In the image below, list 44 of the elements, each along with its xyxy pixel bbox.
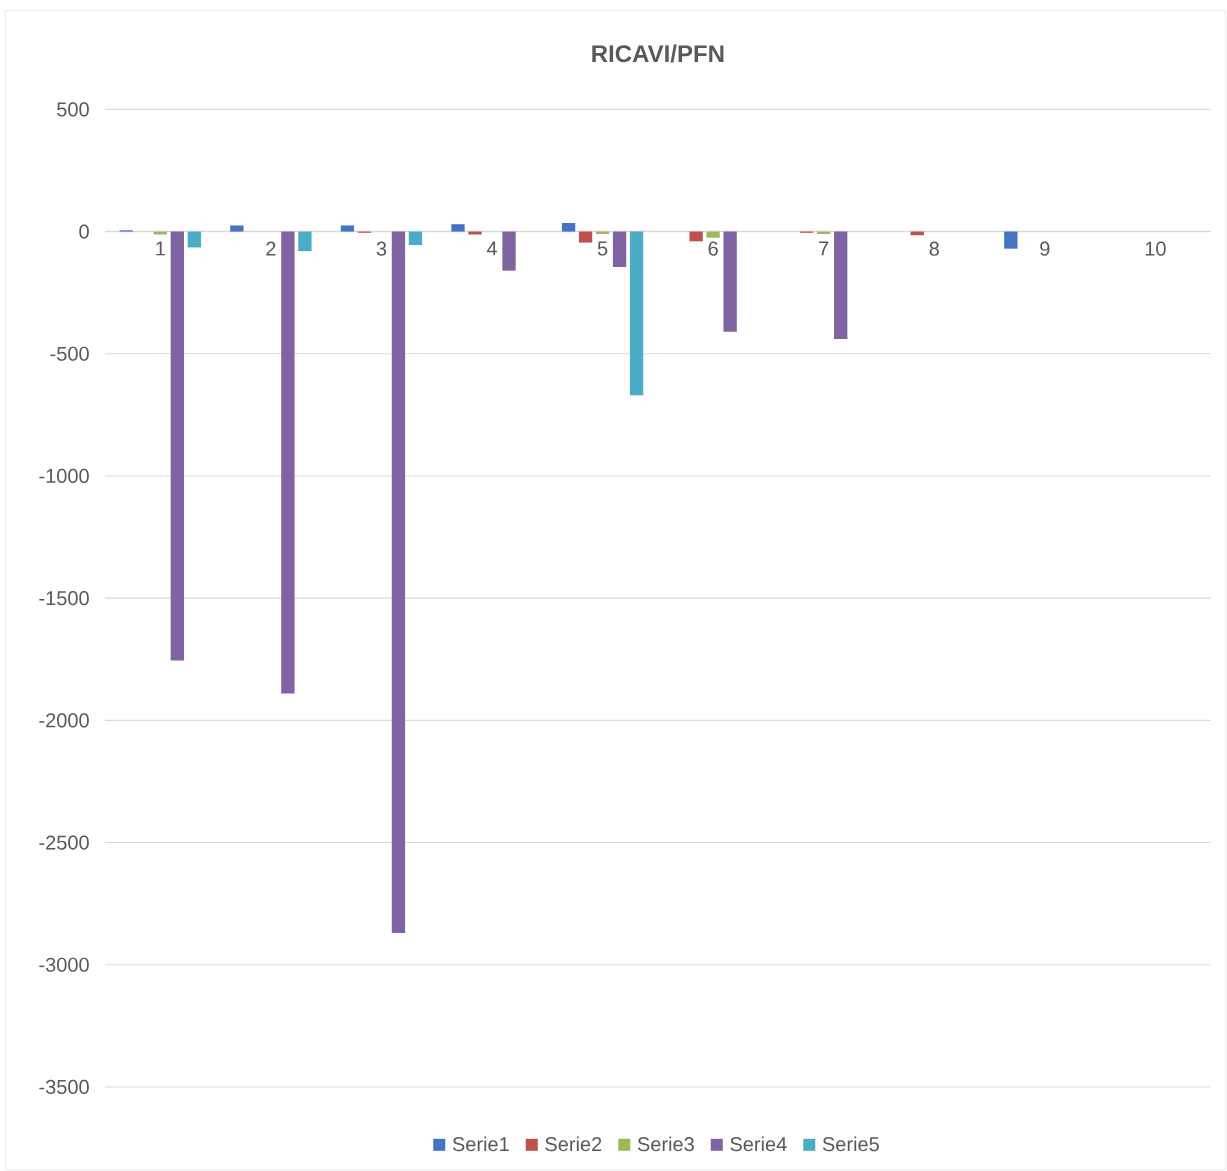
x-tick-label: 4: [486, 241, 497, 256]
bar: [451, 224, 465, 232]
x-tick-label: 10: [1145, 241, 1166, 256]
legend-label: Serie3: [637, 1136, 694, 1152]
bar: [706, 231, 720, 238]
y-tick-label: -2500: [39, 835, 89, 850]
bar: [723, 231, 737, 332]
y-tick-label: -2000: [39, 713, 89, 728]
bar: [230, 225, 244, 232]
x-tick-label: 1: [156, 241, 165, 256]
bar: [187, 231, 201, 248]
x-tick-label: 6: [708, 241, 718, 256]
x-tick-label: 3: [376, 241, 387, 256]
bar: [561, 223, 576, 232]
bar: [578, 231, 593, 243]
x-tick-label: 9: [1040, 241, 1050, 256]
bar: [629, 231, 644, 396]
bar: [834, 231, 848, 340]
y-tick-label: 0: [79, 224, 89, 239]
bar: [612, 231, 627, 267]
legend-label: Serie5: [822, 1136, 879, 1152]
legend-label: Serie2: [545, 1136, 602, 1152]
x-tick-label: 7: [819, 241, 829, 256]
bar: [689, 231, 703, 242]
legend-label: Serie1: [452, 1136, 509, 1152]
bar: [502, 231, 516, 271]
y-tick-label: 500: [57, 102, 89, 117]
bar: [340, 225, 355, 232]
x-tick-label: 8: [929, 241, 939, 256]
y-tick-label: -1000: [39, 468, 89, 484]
bar: [391, 231, 406, 933]
bar: [281, 231, 295, 694]
y-tick-label: -3000: [39, 957, 89, 972]
bar: [170, 231, 184, 661]
x-tick-label: 2: [266, 241, 276, 256]
y-tick-label: -3500: [39, 1079, 89, 1095]
bar: [1004, 231, 1018, 249]
legend-label: Serie4: [730, 1136, 787, 1152]
bar: [408, 231, 423, 245]
chart-title: RICAVI/PFN: [592, 44, 724, 63]
bar: [298, 231, 312, 252]
y-tick-label: -1500: [39, 591, 89, 606]
y-tick-label: -500: [50, 346, 89, 361]
x-tick-label: 5: [597, 241, 608, 256]
